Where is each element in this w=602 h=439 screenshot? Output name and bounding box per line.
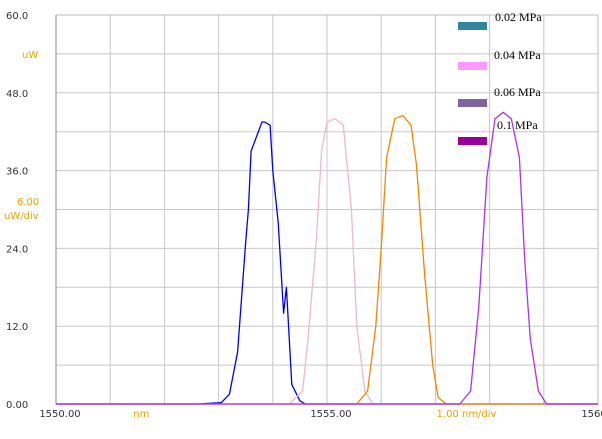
legend-label: 0.1 MPa [497,118,538,132]
y-tick-label: 12.0 [6,322,28,333]
series-layer [56,111,598,405]
y-tick-label: 36.0 [6,167,28,178]
y-scale-label: 6.00 uW/div [4,197,39,222]
grid-layer [55,14,599,405]
series-line-2 [56,118,598,405]
y-scale-label-line: 6.00 [17,197,39,208]
legend-swatch [458,99,487,107]
y-scale-label-line: uW/div [4,211,39,222]
series-line-1 [56,121,598,405]
x-tick-label: 1550.00 [39,409,80,420]
legend-label: 0.04 MPa [494,48,541,62]
legend-swatch [458,22,487,30]
legend-label: 0.06 MPa [494,85,541,99]
y-tick-label: 0.00 [6,400,28,411]
legend-label: 0.02 MPa [495,10,542,24]
y-tick-label: 24.0 [6,244,28,255]
y-tick-label: 48.0 [6,89,28,100]
x-scale-label: 1.00 nm/div [437,409,497,420]
y-tick-label: 60.0 [6,11,28,22]
legend: 0.02 MPa 0.04 MPa 0.06 MPa 0.1 MPa [458,10,542,145]
series-line-4 [56,111,598,405]
axis-layer: 0.00 12.0 24.0 36.0 48.0 60.0 uW 6.00 uW/div 1550… [4,11,602,420]
legend-swatch [458,62,487,70]
x-tick-label: 1555.00 [310,409,351,420]
series-line-3 [56,114,598,405]
x-unit-label: nm [133,409,149,420]
x-tick-label: 1560.00 [581,409,602,420]
legend-swatch [458,137,487,145]
y-unit-label: uW [22,50,38,61]
